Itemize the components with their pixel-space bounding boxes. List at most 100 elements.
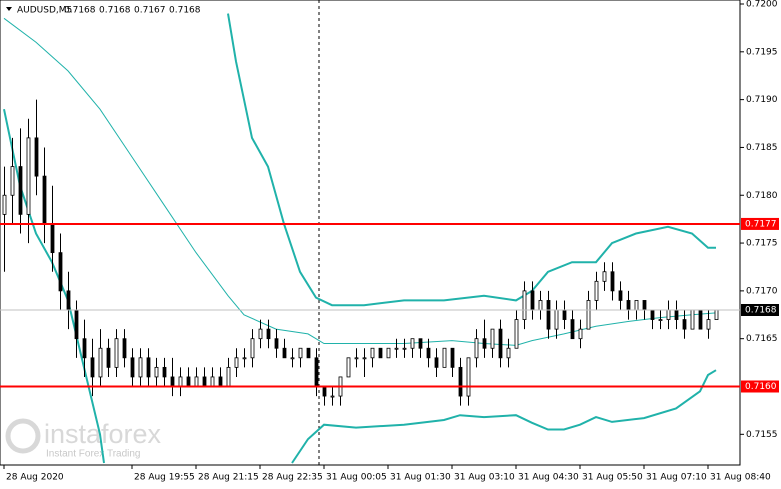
- candle-body: [434, 357, 439, 368]
- candle-body: [106, 347, 111, 368]
- x-tick-label: 31 Aug 05:50: [582, 473, 643, 483]
- candle-body: [458, 366, 463, 397]
- candle-body: [18, 166, 23, 215]
- candle-body: [138, 357, 143, 378]
- candle-body: [226, 366, 231, 387]
- header-open: 0.7168: [64, 6, 96, 16]
- candle-body: [194, 376, 199, 387]
- candle-body: [714, 309, 719, 320]
- candle-body: [298, 347, 303, 359]
- last-price-tag: [741, 304, 779, 316]
- candle-body: [682, 319, 687, 330]
- candle-body: [10, 166, 15, 196]
- candle-body: [402, 347, 407, 350]
- candle-body: [218, 376, 223, 387]
- candle-body: [322, 386, 327, 397]
- header-close: 0.7168: [169, 6, 201, 16]
- candle-body: [330, 395, 335, 398]
- y-tick-label: 0.7170: [746, 286, 778, 296]
- candle-body: [530, 290, 535, 311]
- menu-arrow[interactable]: [6, 7, 12, 11]
- symbol: AUDUSD,M5: [17, 6, 72, 16]
- candle-body: [146, 357, 151, 378]
- candle-body: [162, 366, 167, 378]
- plot: [2, 13, 719, 464]
- candle-body: [498, 328, 503, 359]
- y-tick-label: 0.7200: [746, 0, 778, 10]
- candle-body: [426, 347, 431, 359]
- candle-body: [594, 280, 599, 301]
- candle-body: [362, 357, 367, 360]
- candle-body: [578, 328, 583, 340]
- y-tick-label: 0.7180: [746, 191, 778, 201]
- candle-body: [442, 347, 447, 368]
- header-high: 0.7168: [99, 6, 131, 16]
- candle-body: [562, 309, 567, 320]
- candle-body: [394, 347, 399, 350]
- candle-body: [346, 357, 351, 378]
- candle-body: [114, 338, 119, 368]
- watermark: instaforex Instant Forex Trading: [5, 418, 162, 460]
- candle-body: [250, 338, 255, 359]
- candle-body: [98, 347, 103, 378]
- candle-body: [130, 357, 135, 378]
- plot-frame: [0, 0, 741, 466]
- x-tick-label: 31 Aug 08:40: [710, 473, 771, 483]
- indicator-line: [3, 17, 717, 346]
- candle-body: [570, 319, 575, 340]
- candle-body: [610, 271, 615, 292]
- indicator-line: [227, 13, 716, 307]
- candle-body: [170, 376, 175, 387]
- candle-body: [658, 319, 663, 321]
- candle-body: [290, 357, 295, 360]
- candle-body: [274, 338, 279, 349]
- candle-body: [490, 328, 495, 349]
- candle-body: [410, 338, 415, 349]
- candle-body: [186, 376, 191, 387]
- candle-body: [354, 357, 359, 360]
- candle-body: [42, 175, 47, 225]
- logo: [5, 418, 41, 454]
- candle-body: [634, 300, 639, 311]
- x-tick-label: 28 Aug 19:55: [134, 473, 195, 483]
- candle-body: [626, 300, 631, 311]
- candle-body: [618, 290, 623, 301]
- candle-body: [82, 338, 87, 359]
- candle-body: [314, 357, 319, 387]
- candle-body: [242, 357, 247, 360]
- watermark-tagline: Instant Forex Trading: [46, 449, 141, 460]
- y-tick-label: 0.7195: [746, 47, 778, 57]
- candle-body: [482, 338, 487, 349]
- header-low: 0.7167: [134, 6, 166, 16]
- y-tick-label: 0.7155: [746, 430, 778, 440]
- candle-body: [546, 300, 551, 330]
- candle-body: [34, 137, 39, 177]
- candle-body: [210, 376, 215, 387]
- candle-body: [554, 309, 559, 330]
- x-tick-label: 31 Aug 07:10: [646, 473, 707, 483]
- candle-body: [202, 376, 207, 387]
- y-tick-label: 0.7175: [746, 239, 778, 249]
- level-label: 0.7160: [745, 382, 777, 392]
- candle-body: [178, 376, 183, 387]
- candle-body: [418, 338, 423, 349]
- last-price-label: 0.7168: [745, 306, 777, 316]
- candle-body: [378, 347, 383, 359]
- candle-body: [90, 357, 95, 378]
- y-tick-label: 0.7185: [746, 143, 778, 153]
- x-tick-label: 28 Aug 21:15: [198, 473, 259, 483]
- watermark-brand: instaforex: [44, 419, 162, 449]
- x-tick-label: 31 Aug 00:05: [326, 473, 387, 483]
- candle-body: [386, 347, 391, 359]
- candle-body: [50, 223, 55, 254]
- candle-body: [66, 290, 71, 311]
- candle-body: [506, 347, 511, 359]
- candle-body: [306, 347, 311, 359]
- x-tick-label: 31 Aug 04:30: [518, 473, 579, 483]
- candle-body: [2, 194, 7, 215]
- candle-body: [666, 309, 671, 320]
- candle-body: [154, 366, 159, 378]
- candle-body: [538, 300, 543, 311]
